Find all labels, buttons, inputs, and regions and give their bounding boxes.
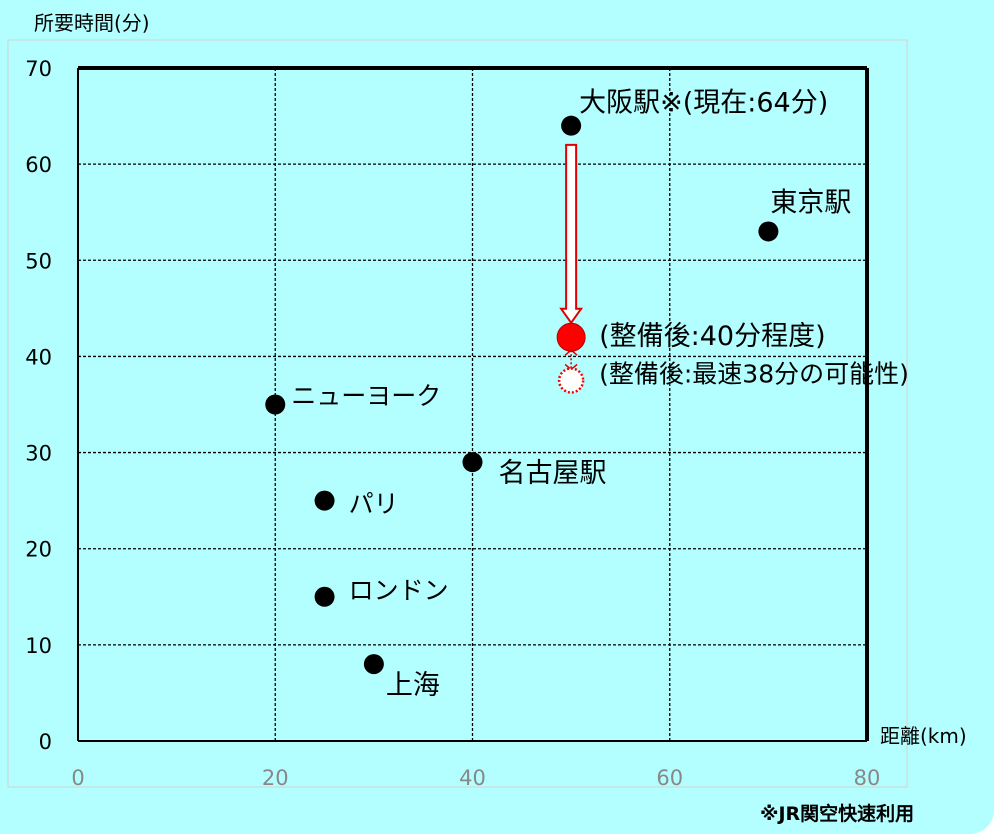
y-tick-label: 30 [25, 442, 52, 466]
point-label: 名古屋駅 [499, 458, 607, 489]
footnote: ※JR関空快速利用 [760, 802, 914, 825]
x-tick-label: 0 [71, 766, 84, 790]
data-point [561, 115, 582, 136]
x-axis-title: 距離(km) [880, 724, 967, 748]
x-tick-label: 60 [656, 766, 683, 790]
arrow-shape [559, 143, 584, 325]
y-tick-label: 40 [25, 345, 52, 369]
point-label: 上海 [386, 670, 440, 701]
y-tick-label: 10 [25, 634, 52, 658]
outer-frame [7, 39, 908, 788]
y-tick-label: 0 [39, 730, 52, 754]
y-tick-label: 70 [25, 57, 52, 81]
point-label: ロンドン [349, 576, 449, 605]
data-point [363, 654, 384, 675]
data-point [265, 394, 286, 415]
point-label: パリ [349, 490, 399, 519]
data-point [758, 221, 779, 242]
improvement-arrow [559, 143, 584, 371]
fastest-time-label: (整備後:最速38分の可能性) [599, 359, 909, 388]
data-point [314, 490, 335, 511]
y-tick-label: 20 [25, 538, 52, 562]
x-tick-label: 20 [262, 766, 289, 790]
improved-time-point [556, 322, 586, 352]
fastest-time-point [557, 367, 585, 394]
plot-frame [77, 66, 869, 742]
y-tick-label: 60 [25, 153, 52, 177]
x-tick-label: 40 [459, 766, 486, 790]
data-points [265, 115, 779, 675]
point-label: ニューヨーク [291, 382, 441, 411]
data-point [462, 452, 483, 473]
tick-labels: 0 20 40 60 80 0 10 20 30 40 50 60 70 [25, 57, 880, 790]
y-axis-title: 所要時間(分) [34, 11, 150, 35]
point-label: 大阪駅※(現在:64分) [579, 88, 828, 119]
improved-time-label: (整備後:40分程度) [599, 321, 826, 352]
x-tick-label: 80 [854, 766, 881, 790]
y-tick-label: 50 [25, 249, 52, 273]
point-label: 東京駅 [770, 187, 851, 218]
grid-lines [78, 68, 867, 741]
data-point [314, 586, 335, 607]
